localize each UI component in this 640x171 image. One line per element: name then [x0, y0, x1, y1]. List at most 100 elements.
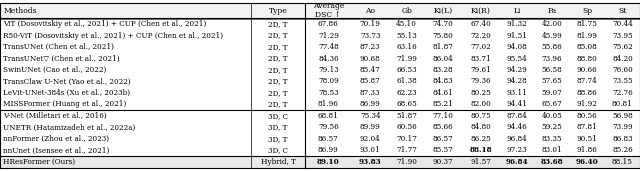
Text: Hybrid, T: Hybrid, T [260, 158, 296, 166]
Text: 86.25: 86.25 [470, 135, 491, 143]
Text: 83.35: 83.35 [542, 135, 563, 143]
Text: Methods: Methods [3, 7, 36, 15]
Text: TransClaw U-Net (Yao et al., 2022): TransClaw U-Net (Yao et al., 2022) [3, 77, 131, 86]
Text: ViT (Dosovitskiy et al., 2021) + CUP (Chen et al., 2021): ViT (Dosovitskiy et al., 2021) + CUP (Ch… [3, 20, 207, 28]
Text: 96.84: 96.84 [506, 158, 529, 166]
Text: 2D, T: 2D, T [268, 66, 288, 74]
Text: 70.44: 70.44 [612, 20, 633, 28]
Text: 94.28: 94.28 [507, 77, 527, 86]
Text: MISSFormer (Huang et al., 2021): MISSFormer (Huang et al., 2021) [3, 100, 127, 108]
Text: 55.13: 55.13 [396, 32, 417, 40]
Text: 89.99: 89.99 [360, 123, 381, 131]
Text: nnUnet (Isensee et al., 2021): nnUnet (Isensee et al., 2021) [3, 146, 109, 154]
Text: 77.48: 77.48 [318, 43, 339, 51]
Text: 71.90: 71.90 [396, 158, 417, 166]
Text: 80.25: 80.25 [470, 89, 491, 97]
Text: 84.83: 84.83 [433, 77, 453, 86]
Text: LeVit-UNet-384s (Xu et al., 2023b): LeVit-UNet-384s (Xu et al., 2023b) [3, 89, 131, 97]
Text: 78.09: 78.09 [318, 77, 339, 86]
Text: 90.51: 90.51 [577, 135, 598, 143]
Text: 86.99: 86.99 [318, 146, 339, 154]
Text: 77.02: 77.02 [470, 43, 491, 51]
Text: 85.21: 85.21 [433, 100, 453, 108]
Text: 73.73: 73.73 [360, 32, 380, 40]
Text: 80.81: 80.81 [612, 100, 633, 108]
Text: 87.33: 87.33 [360, 89, 380, 97]
Text: 87.23: 87.23 [360, 43, 381, 51]
Text: 91.57: 91.57 [470, 158, 491, 166]
Text: nnFormer (Zhou et al., 2023): nnFormer (Zhou et al., 2023) [3, 135, 109, 143]
Text: R50-ViT (Dosovitskiy et al., 2021) + CUP (Chen et al., 2021): R50-ViT (Dosovitskiy et al., 2021) + CUP… [3, 32, 223, 40]
Text: 68.65: 68.65 [396, 100, 417, 108]
Text: 81.87: 81.87 [433, 43, 453, 51]
Text: 65.67: 65.67 [542, 100, 563, 108]
Text: 84.61: 84.61 [433, 89, 453, 97]
Text: 86.04: 86.04 [433, 55, 453, 63]
Text: V-Net (Milletari et al., 2016): V-Net (Milletari et al., 2016) [3, 112, 107, 120]
Text: 91.86: 91.86 [577, 146, 598, 154]
Text: 42.00: 42.00 [542, 20, 563, 28]
Bar [0, 3, 640, 18]
Text: 3D, T: 3D, T [269, 135, 288, 143]
Text: 81.96: 81.96 [318, 100, 339, 108]
Text: 80.56: 80.56 [577, 112, 598, 120]
Text: TransUNet (Chen et al., 2021): TransUNet (Chen et al., 2021) [3, 43, 114, 51]
Text: 89.10: 89.10 [317, 158, 340, 166]
Text: 68.81: 68.81 [318, 112, 339, 120]
Text: 87.81: 87.81 [577, 123, 598, 131]
Text: 67.40: 67.40 [470, 20, 491, 28]
Text: 85.26: 85.26 [612, 146, 633, 154]
Text: 71.77: 71.77 [396, 146, 417, 154]
Text: Li: Li [513, 7, 521, 15]
Text: 91.92: 91.92 [577, 100, 598, 108]
Text: 83.28: 83.28 [433, 66, 453, 74]
Text: 66.53: 66.53 [396, 66, 417, 74]
Text: 2D, T: 2D, T [268, 100, 288, 108]
Text: 67.86: 67.86 [318, 20, 339, 28]
Text: 2D, T: 2D, T [268, 55, 288, 63]
Text: 96.40: 96.40 [576, 158, 598, 166]
Text: 85.08: 85.08 [577, 43, 598, 51]
Text: 84.36: 84.36 [318, 55, 339, 63]
Text: 79.61: 79.61 [470, 66, 491, 74]
Text: Type: Type [269, 7, 287, 15]
Text: 90.37: 90.37 [433, 158, 453, 166]
Text: UNETR (Hatamizadeh et al., 2022a): UNETR (Hatamizadeh et al., 2022a) [3, 123, 136, 131]
Text: 71.99: 71.99 [396, 55, 417, 63]
Text: 72.76: 72.76 [612, 89, 633, 97]
Text: 2D, T: 2D, T [268, 77, 288, 86]
Text: 91.32: 91.32 [507, 20, 527, 28]
Text: 92.04: 92.04 [360, 135, 381, 143]
Text: 3D, T: 3D, T [269, 123, 288, 131]
Text: 57.65: 57.65 [542, 77, 563, 86]
Text: 73.55: 73.55 [612, 77, 633, 86]
Text: 75.80: 75.80 [433, 32, 453, 40]
Text: Gb: Gb [401, 7, 412, 15]
Text: 88.15: 88.15 [612, 158, 633, 166]
Text: 81.99: 81.99 [577, 32, 598, 40]
Text: 88.86: 88.86 [577, 89, 598, 97]
Text: Pa: Pa [548, 7, 557, 15]
Text: 56.58: 56.58 [542, 66, 563, 74]
Text: 73.95: 73.95 [612, 32, 633, 40]
Text: 83.71: 83.71 [470, 55, 491, 63]
Text: 84.20: 84.20 [612, 55, 633, 63]
Text: Ki(L): Ki(L) [433, 7, 452, 15]
Text: 85.57: 85.57 [433, 146, 453, 154]
Text: 97.23: 97.23 [507, 146, 527, 154]
Text: 83.01: 83.01 [542, 146, 563, 154]
Text: 59.07: 59.07 [542, 89, 563, 97]
Text: 83.68: 83.68 [541, 158, 563, 166]
Text: 93.11: 93.11 [507, 89, 527, 97]
Text: 73.96: 73.96 [542, 55, 563, 63]
Text: 95.54: 95.54 [507, 55, 527, 63]
Text: 40.05: 40.05 [542, 112, 563, 120]
Text: 3D, C: 3D, C [268, 112, 288, 120]
Text: 86.57: 86.57 [318, 135, 339, 143]
Bar [0, 156, 640, 168]
Text: HResFormer (Ours): HResFormer (Ours) [3, 158, 76, 166]
Text: 96.84: 96.84 [507, 135, 527, 143]
Text: TransUNet▽ (Chen et al., 2021): TransUNet▽ (Chen et al., 2021) [3, 55, 120, 63]
Text: 87.84: 87.84 [507, 112, 527, 120]
Text: 90.66: 90.66 [577, 66, 598, 74]
